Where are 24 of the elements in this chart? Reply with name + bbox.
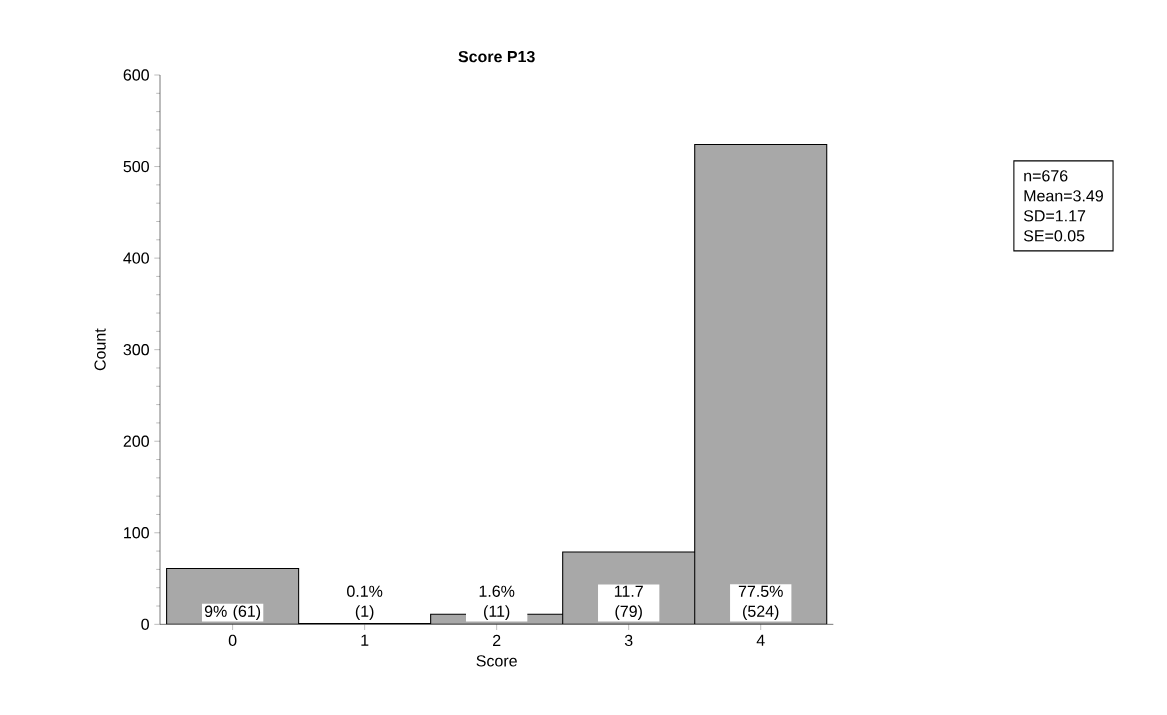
- text: Mean=3.49: [1024, 190, 1103, 202]
- x-tick-label: 1: [361, 634, 369, 646]
- x-tick-label: 3: [624, 634, 633, 647]
- x-tick-label: 0: [228, 634, 237, 647]
- y-tick-label: 300: [123, 344, 149, 356]
- y-axis-title: Count: [94, 328, 106, 371]
- x-tick-label: 2: [493, 634, 501, 646]
- data-label: 0.1% (1): [347, 585, 383, 621]
- data-label: 77.5% (524): [738, 585, 783, 621]
- y-tick-label: 100: [124, 527, 149, 539]
- y-tick-label: 500: [123, 160, 149, 173]
- x-tick-label: 4: [756, 634, 765, 646]
- y-tick-label: 200: [123, 435, 149, 447]
- text: SD=1.17: [1023, 210, 1086, 222]
- data-label: 11.7 (79): [614, 585, 643, 621]
- data-label: 9% (61): [204, 605, 261, 621]
- y-tick-label: 600: [123, 69, 149, 81]
- y-tick-label: 0: [141, 618, 149, 630]
- text: n=676: [1024, 170, 1068, 182]
- y-tick-label: 400: [123, 252, 149, 264]
- text: SE=0.05: [1023, 230, 1085, 242]
- data-label: 1.6% (11): [479, 585, 515, 621]
- chart-title: Score P13: [458, 50, 535, 63]
- x-axis-title: Score: [476, 655, 517, 667]
